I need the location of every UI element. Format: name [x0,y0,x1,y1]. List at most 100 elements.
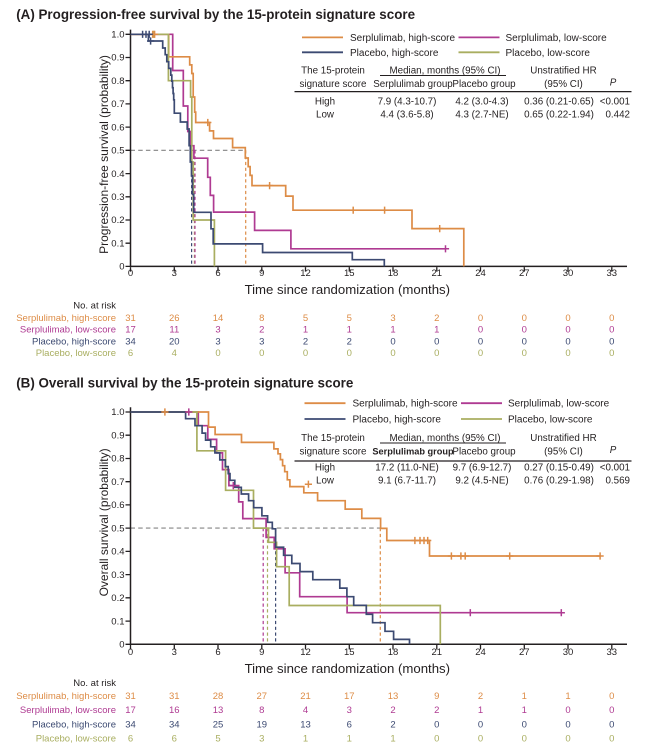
svg-text:3: 3 [259,336,264,347]
svg-text:17: 17 [344,691,355,702]
svg-text:2: 2 [478,691,483,702]
svg-text:0: 0 [609,691,614,702]
svg-text:0.9: 0.9 [111,53,124,64]
svg-text:9: 9 [259,647,264,658]
svg-text:4.2 (3.0-4.3): 4.2 (3.0-4.3) [455,97,508,108]
svg-text:34: 34 [125,719,136,730]
svg-text:Unstratified HR: Unstratified HR [530,66,596,77]
svg-text:6: 6 [215,268,220,279]
svg-text:signature score: signature score [300,79,368,90]
svg-text:<0.001: <0.001 [600,463,630,474]
svg-text:2: 2 [390,719,395,730]
svg-text:3: 3 [347,705,352,716]
svg-text:1: 1 [522,705,527,716]
svg-text:0: 0 [609,348,614,359]
svg-text:0.7: 0.7 [111,99,124,110]
svg-text:0: 0 [522,325,527,336]
svg-text:Serplulimab, low-score: Serplulimab, low-score [20,325,116,336]
svg-text:21: 21 [432,268,443,279]
svg-text:P: P [610,445,617,456]
svg-text:1: 1 [478,705,483,716]
svg-text:3: 3 [215,336,220,347]
svg-text:31: 31 [169,691,180,702]
svg-text:<0.001: <0.001 [600,97,630,108]
svg-text:Time since randomization (mont: Time since randomization (months) [245,282,450,297]
svg-text:3: 3 [172,268,177,279]
svg-text:No. at risk: No. at risk [73,678,116,689]
svg-text:3: 3 [390,313,395,324]
svg-text:Serplulimab, high-score: Serplulimab, high-score [16,313,116,324]
svg-text:0: 0 [522,336,527,347]
svg-text:17.2 (11.0-NE): 17.2 (11.0-NE) [375,463,439,474]
svg-text:0.5: 0.5 [111,523,124,534]
svg-text:0: 0 [478,733,483,744]
svg-text:0: 0 [609,733,614,744]
svg-text:2: 2 [434,313,439,324]
svg-text:2: 2 [347,336,352,347]
svg-text:(A) Progression-free survival: (A) Progression-free survival by the 15-… [16,7,415,22]
svg-text:0: 0 [609,705,614,716]
svg-text:Serplulimab, low-score: Serplulimab, low-score [20,705,116,716]
svg-text:Serplulimab, high-score: Serplulimab, high-score [16,691,116,702]
svg-text:7.9 (4.3-10.7): 7.9 (4.3-10.7) [378,97,437,108]
svg-text:0: 0 [390,348,395,359]
svg-text:0: 0 [434,348,439,359]
svg-text:0.9: 0.9 [111,430,124,441]
svg-text:Placebo, low-score: Placebo, low-score [36,733,116,744]
svg-text:18: 18 [388,268,399,279]
svg-text:9.2 (4.5-NE): 9.2 (4.5-NE) [455,476,508,487]
svg-text:0.8: 0.8 [111,454,124,465]
svg-text:0: 0 [522,733,527,744]
svg-text:6: 6 [172,733,177,744]
svg-text:2: 2 [390,705,395,716]
svg-text:20: 20 [169,336,180,347]
svg-text:0: 0 [478,348,483,359]
svg-text:0: 0 [565,313,570,324]
svg-text:25: 25 [213,719,224,730]
svg-text:0: 0 [128,647,133,658]
svg-text:31: 31 [125,691,136,702]
svg-text:Serplulimab, high-score: Serplulimab, high-score [350,33,455,44]
svg-text:17: 17 [125,705,136,716]
svg-text:1.0: 1.0 [111,407,124,418]
svg-text:1: 1 [434,325,439,336]
svg-text:0: 0 [609,336,614,347]
svg-text:0: 0 [478,719,483,730]
svg-text:1: 1 [347,733,352,744]
svg-text:0.76 (0.29-1.98): 0.76 (0.29-1.98) [524,476,594,487]
svg-text:27: 27 [257,691,268,702]
svg-text:3: 3 [172,647,177,658]
svg-text:0: 0 [565,325,570,336]
svg-text:13: 13 [388,691,399,702]
svg-text:33: 33 [607,647,618,658]
svg-text:Unstratified HR: Unstratified HR [530,433,596,444]
svg-text:0: 0 [565,733,570,744]
svg-text:13: 13 [300,719,311,730]
svg-text:6: 6 [128,733,133,744]
svg-text:0: 0 [478,313,483,324]
svg-text:signature score: signature score [300,447,368,458]
svg-text:0.65 (0.22-1.94): 0.65 (0.22-1.94) [524,110,594,121]
svg-text:19: 19 [257,719,268,730]
svg-text:0.569: 0.569 [605,476,630,487]
svg-text:1: 1 [390,325,395,336]
svg-text:Overall survival (probability): Overall survival (probability) [97,448,111,596]
svg-text:Time since randomization (mont: Time since randomization (months) [245,661,450,676]
svg-text:0: 0 [609,313,614,324]
svg-text:0.1: 0.1 [111,238,124,249]
svg-text:Placebo, low-score: Placebo, low-score [508,415,593,426]
svg-text:(B) Overall survival by the 15: (B) Overall survival by the 15-protein s… [16,376,353,391]
svg-text:1: 1 [303,325,308,336]
svg-text:30: 30 [563,647,574,658]
svg-text:21: 21 [300,691,311,702]
svg-text:High: High [315,463,335,474]
svg-text:0.5: 0.5 [111,146,124,157]
svg-text:Placebo, high-score: Placebo, high-score [353,415,442,426]
svg-text:4: 4 [303,705,308,716]
svg-text:Placebo, high-score: Placebo, high-score [32,719,116,730]
svg-text:30: 30 [563,268,574,279]
svg-text:6: 6 [128,348,133,359]
svg-text:0: 0 [259,348,264,359]
svg-text:Progression-free survival (pro: Progression-free survival (probability) [97,55,111,254]
svg-text:1: 1 [303,733,308,744]
